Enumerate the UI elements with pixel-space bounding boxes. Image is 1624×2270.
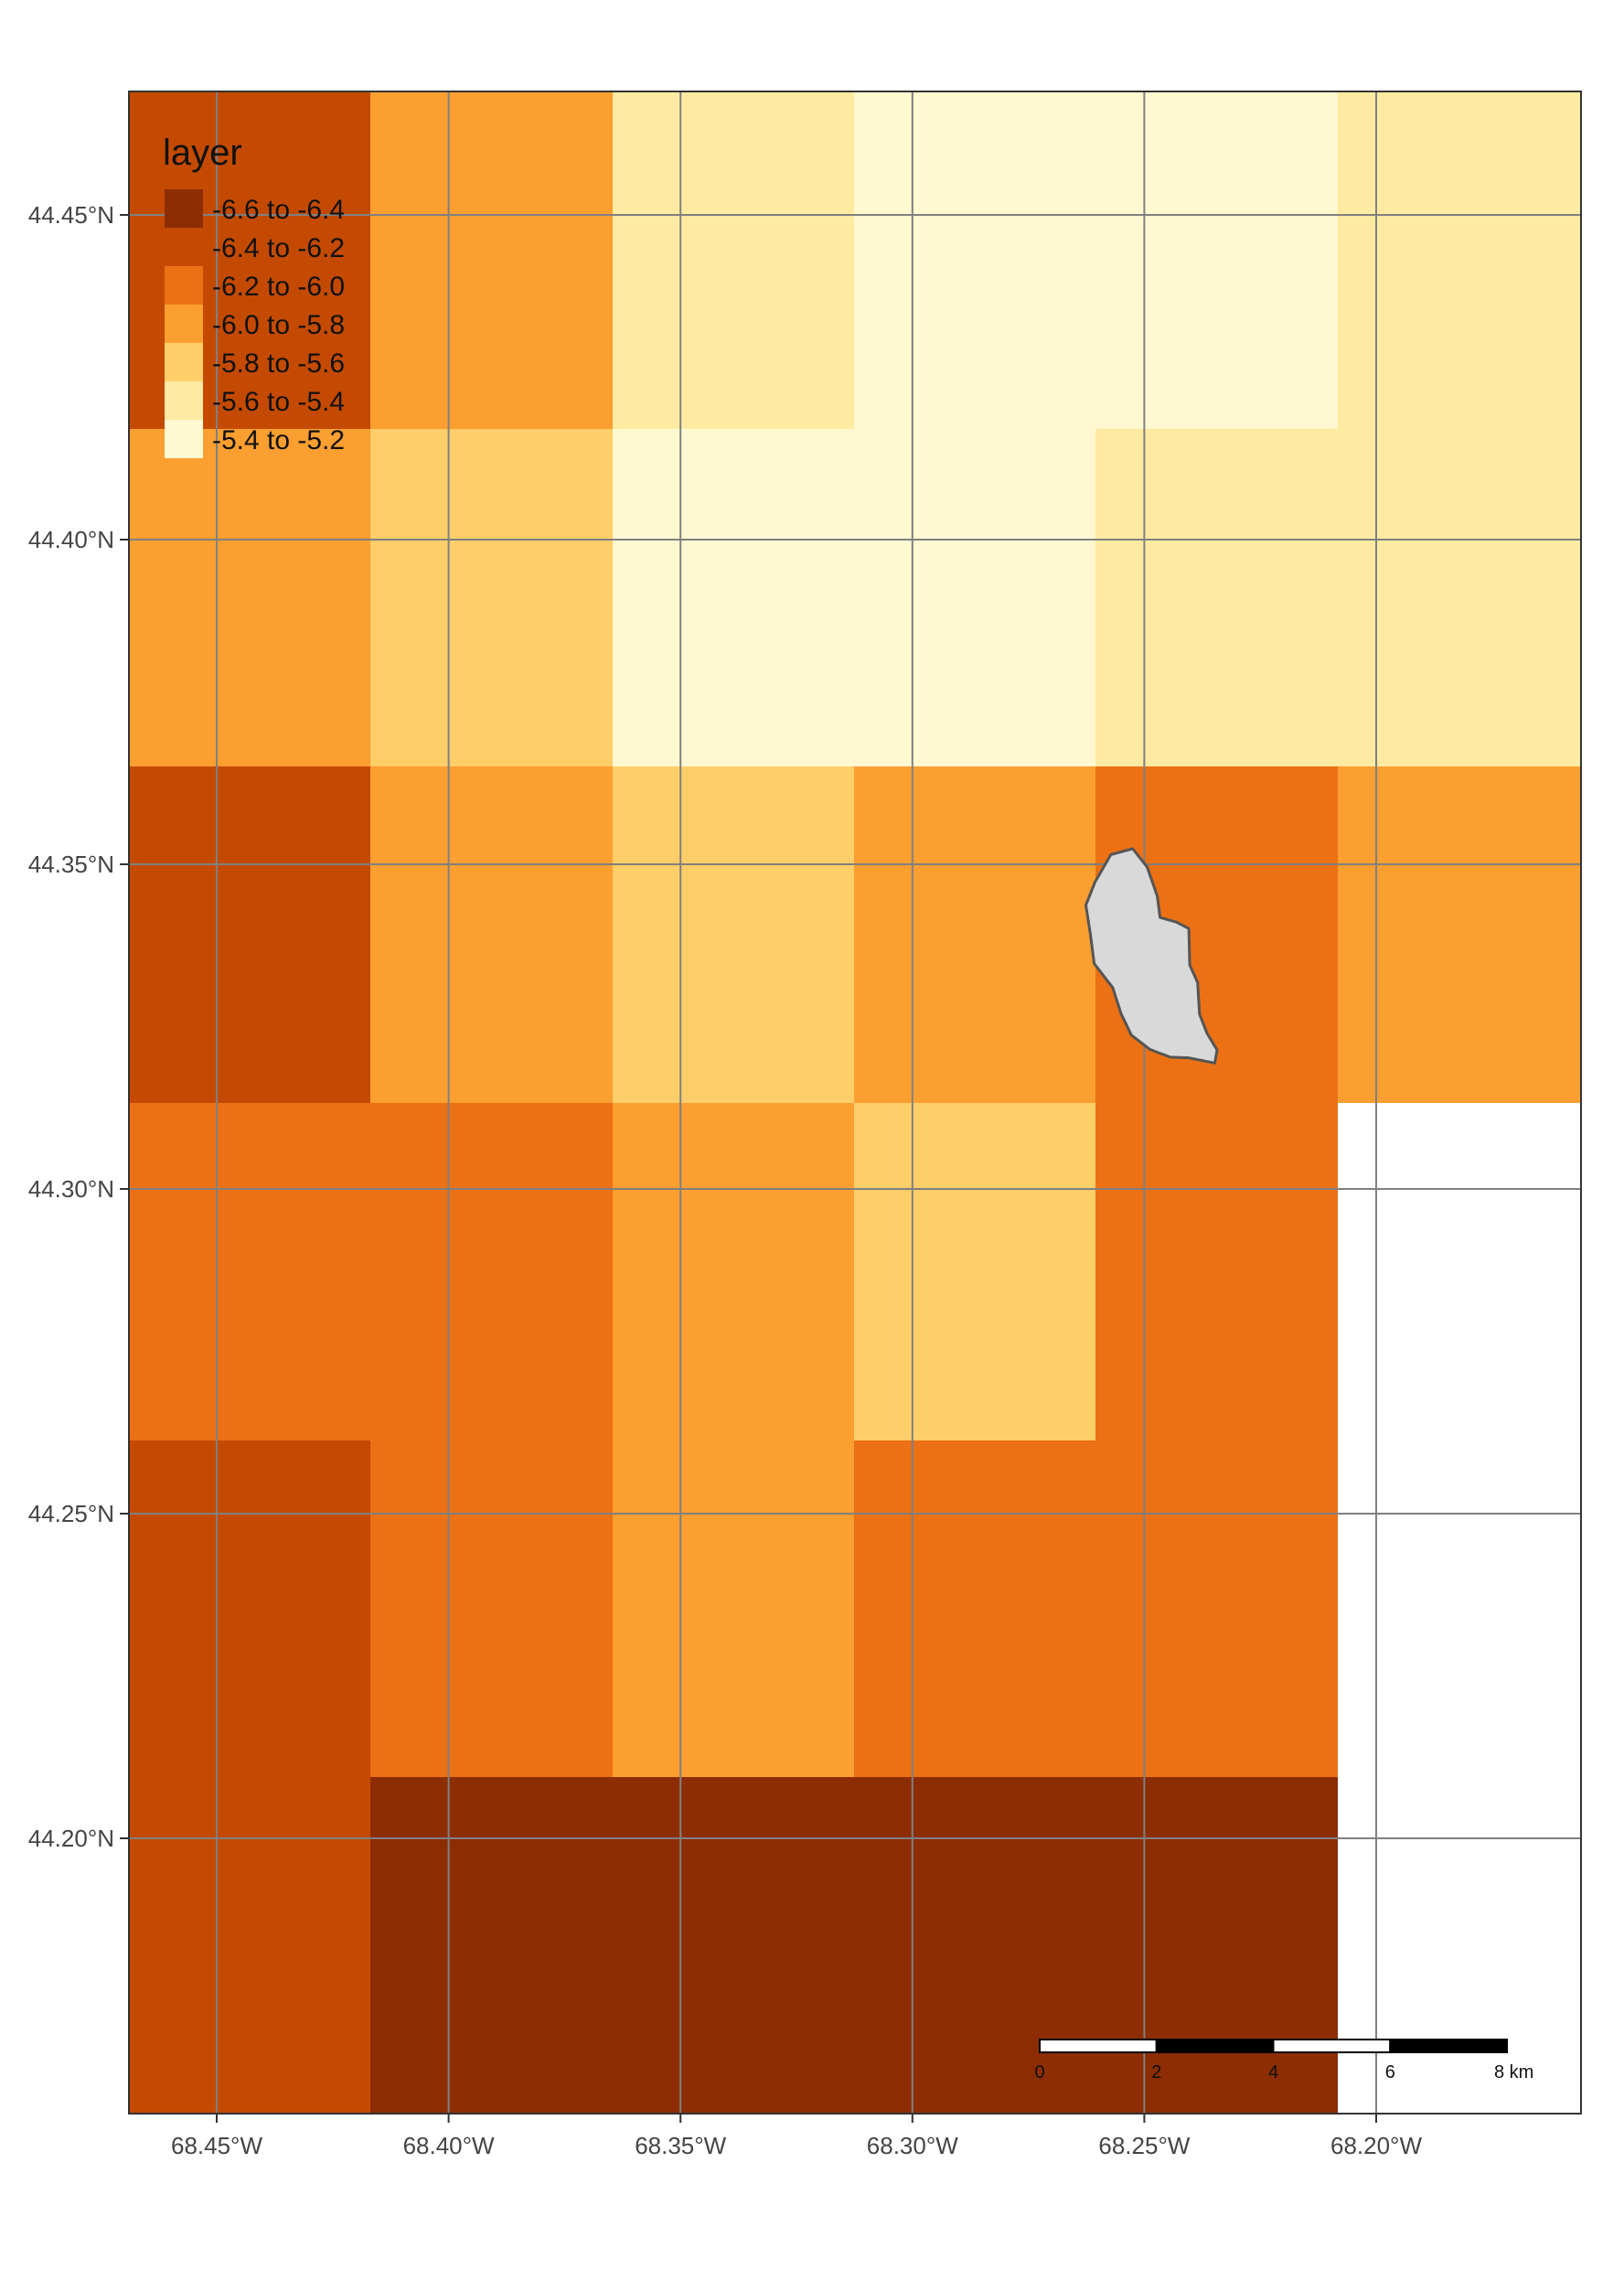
raster-cell [1338,1777,1581,2114]
raster-cell [1095,1440,1338,1777]
x-tick-label: 68.40°W [403,2132,495,2159]
legend-label: -6.0 to -5.8 [212,310,345,340]
legend-label: -5.4 to -5.2 [212,425,345,455]
x-tick-label: 68.20°W [1330,2132,1422,2159]
scale-bar-label: 2 [1151,2062,1161,2083]
y-tick-label: 44.35°N [28,851,114,878]
x-tick-label: 68.45°W [171,2132,262,2159]
raster-cell [1095,1103,1338,1440]
scale-bar: 0 2 4 6 8 km [1034,2039,1533,2083]
x-axis: 68.45°W 68.40°W 68.35°W 68.30°W 68.25°W 68.20… [171,2114,1422,2159]
raster-cell [613,429,854,766]
raster-cell [854,1777,1095,2114]
raster-cell [1095,91,1338,429]
raster-cell [370,1777,613,2114]
y-tick-label: 44.25°N [28,1500,114,1527]
legend-label: -6.2 to -6.0 [212,272,345,302]
raster-cell [1338,766,1581,1103]
legend-label: -5.6 to -5.4 [212,387,345,417]
raster-cell [370,766,613,1103]
legend-swatch [165,343,203,381]
legend-swatch [165,381,203,420]
scale-bar-label: 4 [1268,2062,1278,2083]
raster-cell [1338,429,1581,766]
raster-cell [129,1440,370,1777]
graticule [129,91,1581,2114]
raster-cell [1338,1103,1581,1440]
scale-bar-label: 6 [1385,2062,1395,2083]
y-tick-label: 44.30°N [28,1175,114,1203]
y-axis: 44.45°N 44.40°N 44.35°N 44.30°N 44.25°N 44.20… [28,201,129,1852]
x-tick-label: 68.30°W [867,2132,958,2159]
legend-label: -5.8 to -5.6 [212,348,345,379]
x-tick-label: 68.25°W [1098,2132,1190,2159]
scale-bar-segment [1272,2039,1392,2053]
raster-cell [129,766,370,1103]
watershed-polygon-layer [1084,847,1219,1065]
legend-entries: -6.6 to -6.4 -6.4 to -6.2 -6.2 to -6.0 -6.0… [165,189,345,458]
scale-bar-label: 8 km [1494,2062,1533,2083]
watershed-polygon [1084,847,1219,1065]
raster-cell [1095,429,1338,766]
scale-bar-label: 0 [1034,2062,1044,2083]
raster-cell [370,91,613,429]
legend-swatch [165,189,203,228]
raster-cell [1338,1440,1581,1777]
raster-cell [1338,91,1581,429]
panel-border [128,91,1582,2115]
raster-cell [854,429,1095,766]
raster-cell [370,1440,613,1777]
scale-bar-segment [1155,2039,1275,2053]
legend-label: -6.4 to -6.2 [212,233,345,263]
x-tick-label: 68.35°W [635,2132,726,2159]
raster-cell [129,1103,370,1440]
raster-cell [613,91,854,429]
y-tick-label: 44.45°N [28,201,114,229]
legend-label: -6.6 to -6.4 [212,195,345,225]
raster-cell [854,91,1095,429]
scale-bar-segment [1389,2039,1508,2053]
raster-cell [854,766,1095,1103]
raster-cell [129,429,370,766]
raster-cell [613,1103,854,1440]
raster-cell [613,1440,854,1777]
legend-swatch [165,228,203,266]
legend-swatch [165,420,203,458]
raster-cell [370,429,613,766]
y-tick-label: 44.40°N [28,526,114,553]
y-tick-label: 44.20°N [28,1825,114,1852]
raster-cell [854,1103,1095,1440]
raster-cell [854,1440,1095,1777]
raster-cell [613,1777,854,2114]
raster-cell [370,1103,613,1440]
legend: layer -6.6 to -6.4 -6.4 to -6.2 -6.2 to -6… [163,133,345,458]
legend-title: layer [163,133,242,173]
scale-bar-segment [1039,2039,1158,2053]
raster-cell [1095,1777,1338,2114]
raster-cell [613,766,854,1103]
legend-swatch [165,266,203,305]
raster-cell [129,1777,370,2114]
legend-swatch [165,305,203,343]
raster-layer [129,91,1581,2114]
